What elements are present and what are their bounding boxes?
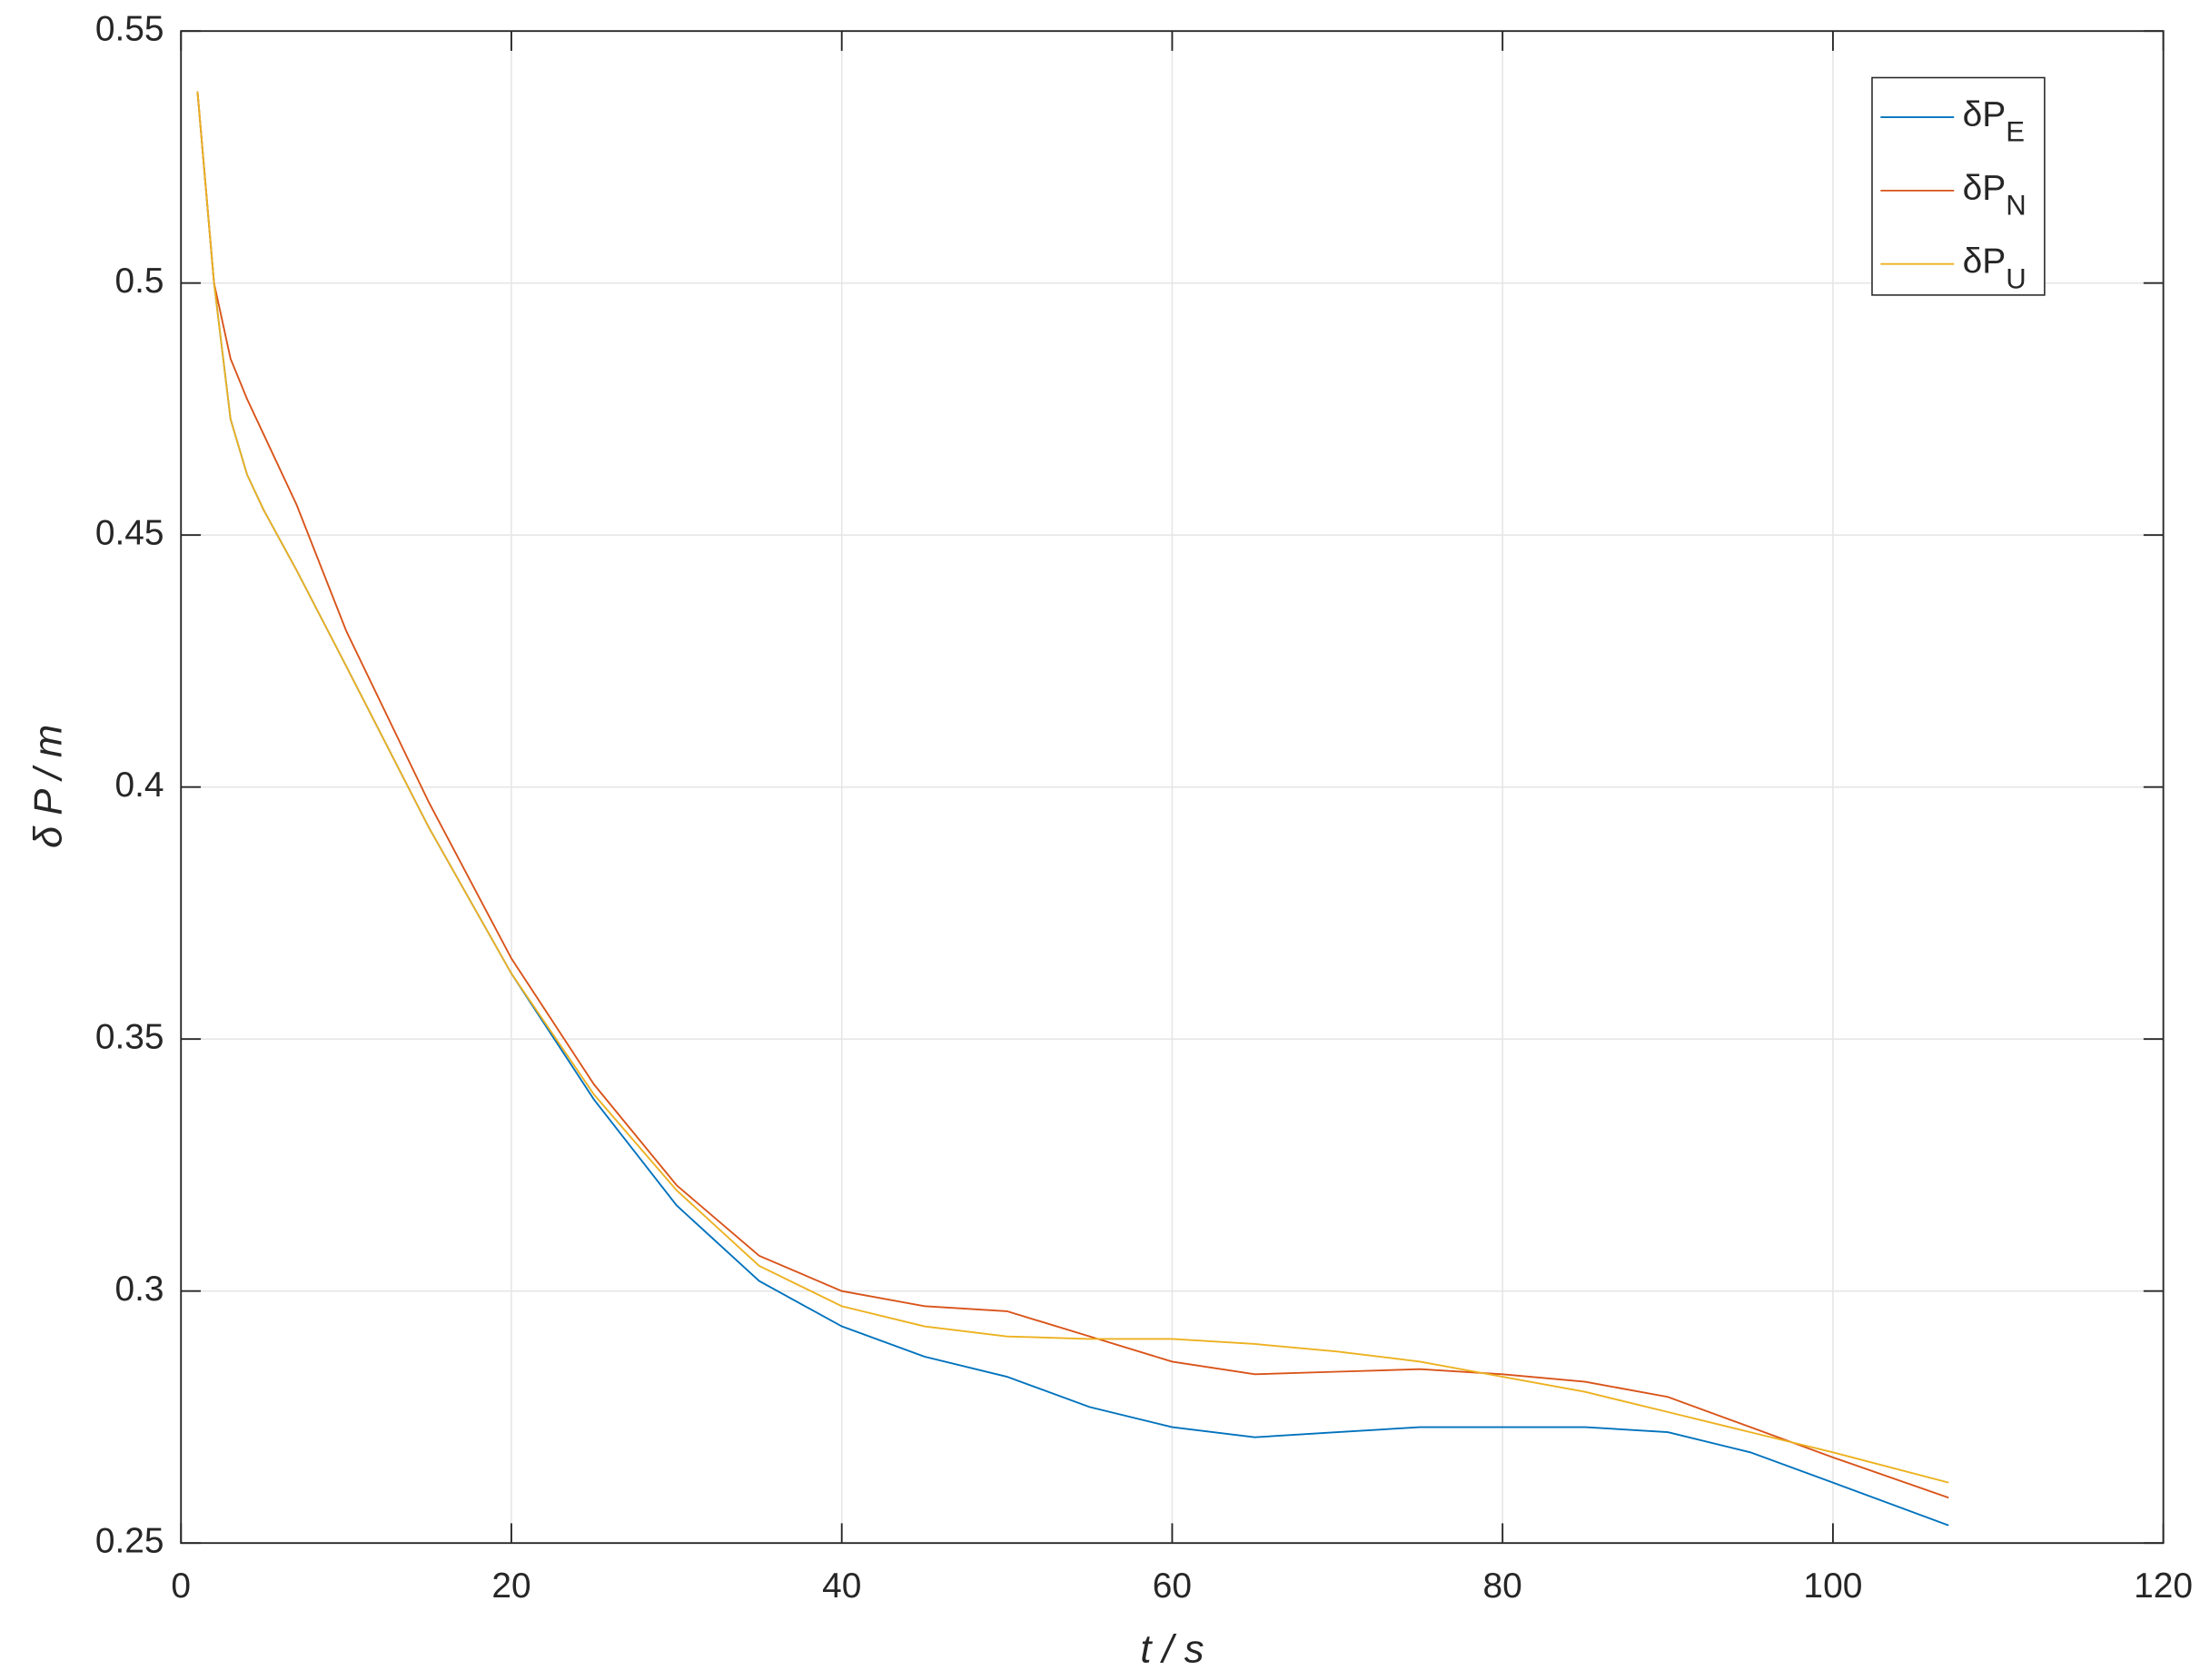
x-tick-label: 100 [1803, 1566, 1862, 1606]
y-tick-label: 0.35 [95, 1017, 164, 1056]
y-axis-label: δ P / m [27, 725, 71, 848]
x-tick-label: 0 [171, 1566, 191, 1606]
x-tick-label: 120 [2134, 1566, 2193, 1606]
y-tick-label: 0.55 [95, 9, 164, 48]
x-tick-label: 80 [1483, 1566, 1522, 1606]
legend-box [1871, 76, 2046, 296]
plot-frame [180, 30, 2165, 1545]
legend-label: δPU [1963, 242, 2027, 295]
legend-label: δPE [1963, 95, 2025, 148]
y-tick-label: 0.45 [95, 513, 164, 552]
x-tick-label: 40 [822, 1566, 861, 1606]
legend-label: δPN [1963, 169, 2027, 222]
y-tick-label: 0.25 [95, 1521, 164, 1560]
x-axis-label: t / s [1140, 1627, 1204, 1671]
line [196, 91, 1949, 1527]
y-tick-label: 0.3 [114, 1270, 164, 1309]
y-tick-label: 0.5 [114, 262, 164, 301]
x-tick-label: 20 [491, 1566, 530, 1606]
y-tick-label: 0.4 [114, 766, 164, 805]
line [196, 91, 1949, 1484]
line [196, 91, 1949, 1499]
x-tick-label: 60 [1153, 1566, 1192, 1606]
